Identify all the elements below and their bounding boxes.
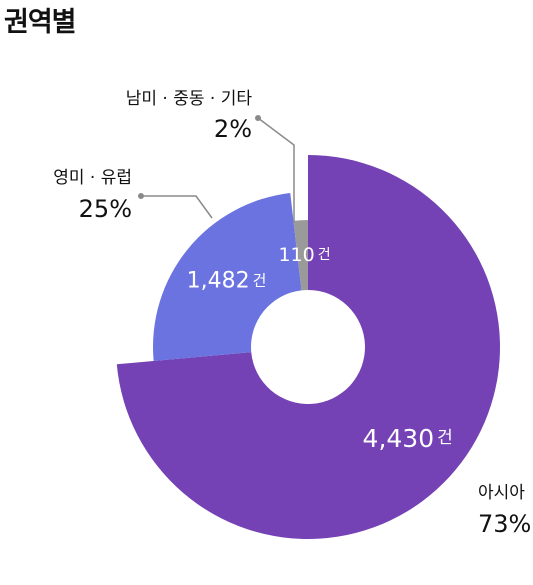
slice-name-label-2: 영미 · 유럽 <box>53 168 132 188</box>
chart-title: 권역별 <box>4 7 77 38</box>
slices-layer <box>116 155 501 539</box>
slice-2 <box>153 193 302 361</box>
slice-name-label-3: 남미 · 중동 · 기타 <box>126 89 253 109</box>
slice-value-label-1: 4,430 건 <box>363 424 453 453</box>
slice-value-label-2: 1,482 건 <box>187 268 267 293</box>
leader-dot-2 <box>138 193 144 199</box>
slice-value-label-3: 110 건 <box>278 244 330 266</box>
slice-1 <box>116 155 501 539</box>
leader-lines-layer <box>138 115 295 222</box>
leader-line-3 <box>257 117 295 222</box>
slice-name-label-1: 아시아 <box>478 483 525 503</box>
leader-line-2 <box>141 195 213 219</box>
slice-percent-label-2: 25% <box>79 195 132 223</box>
slice-percent-label-1: 73% <box>478 510 531 538</box>
slice-percent-label-3: 2% <box>214 115 252 143</box>
slice-3 <box>293 220 308 291</box>
leader-dot-3 <box>255 115 261 121</box>
